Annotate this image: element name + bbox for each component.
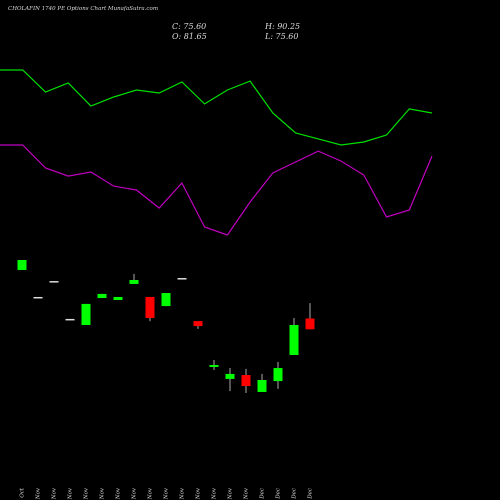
indicator-line bbox=[0, 144, 433, 236]
candle-body bbox=[257, 380, 267, 392]
x-tick-label: 18 Nov bbox=[116, 487, 122, 500]
candle-body bbox=[225, 373, 235, 379]
x-tick-label: 10 Nov bbox=[68, 487, 74, 500]
low-label: L: 75.60 bbox=[264, 32, 298, 41]
x-tick-label: 26 Nov bbox=[212, 487, 218, 500]
candle-body bbox=[113, 296, 123, 300]
candle-body bbox=[145, 296, 155, 319]
open-label: O: 81.65 bbox=[172, 32, 207, 41]
candle-body bbox=[33, 296, 43, 299]
indicator-line bbox=[0, 69, 433, 146]
candle-body bbox=[161, 293, 171, 307]
close-label: C: 75.60 bbox=[172, 22, 206, 31]
x-tick-label: 03 Dec bbox=[292, 488, 298, 500]
candle-body bbox=[17, 260, 27, 270]
candle-body bbox=[97, 293, 107, 299]
x-tick-label: 14 Nov bbox=[84, 487, 90, 500]
x-tick-label: 31 Oct bbox=[20, 487, 26, 500]
chart-title: CHOLAFIN 1740 PE Options Chart MunafaSut… bbox=[8, 6, 158, 12]
x-tick-label: 21 Nov bbox=[164, 487, 170, 500]
candle-body bbox=[193, 321, 203, 327]
candle-body bbox=[129, 280, 139, 284]
candle-body bbox=[209, 365, 219, 367]
x-tick-label: 27 Nov bbox=[228, 487, 234, 500]
candle-body bbox=[273, 368, 283, 382]
x-tick-label: 02 Dec bbox=[276, 488, 282, 500]
candle-body bbox=[305, 318, 315, 330]
x-tick-label: 25 Nov bbox=[196, 487, 202, 500]
x-tick-label: 24 Nov bbox=[180, 487, 186, 500]
x-tick-label: 28 Nov bbox=[244, 487, 250, 500]
x-tick-label: 03 Nov bbox=[36, 487, 42, 500]
x-tick-label: 07 Nov bbox=[52, 487, 58, 500]
x-tick-label: 20 Nov bbox=[148, 487, 154, 500]
candle-body bbox=[241, 375, 251, 387]
x-tick-label: 04 Dec bbox=[308, 488, 314, 500]
high-label: H: 90.25 bbox=[264, 22, 300, 31]
x-tick-label: 17 Nov bbox=[100, 487, 106, 500]
x-tick-label: 01 Dec bbox=[260, 488, 266, 500]
candle-body bbox=[177, 278, 187, 280]
candle-body bbox=[289, 325, 299, 355]
candle-body bbox=[81, 303, 91, 325]
candle-body bbox=[65, 318, 75, 321]
x-tick-label: 19 Nov bbox=[132, 487, 138, 500]
candle-body bbox=[49, 281, 59, 283]
